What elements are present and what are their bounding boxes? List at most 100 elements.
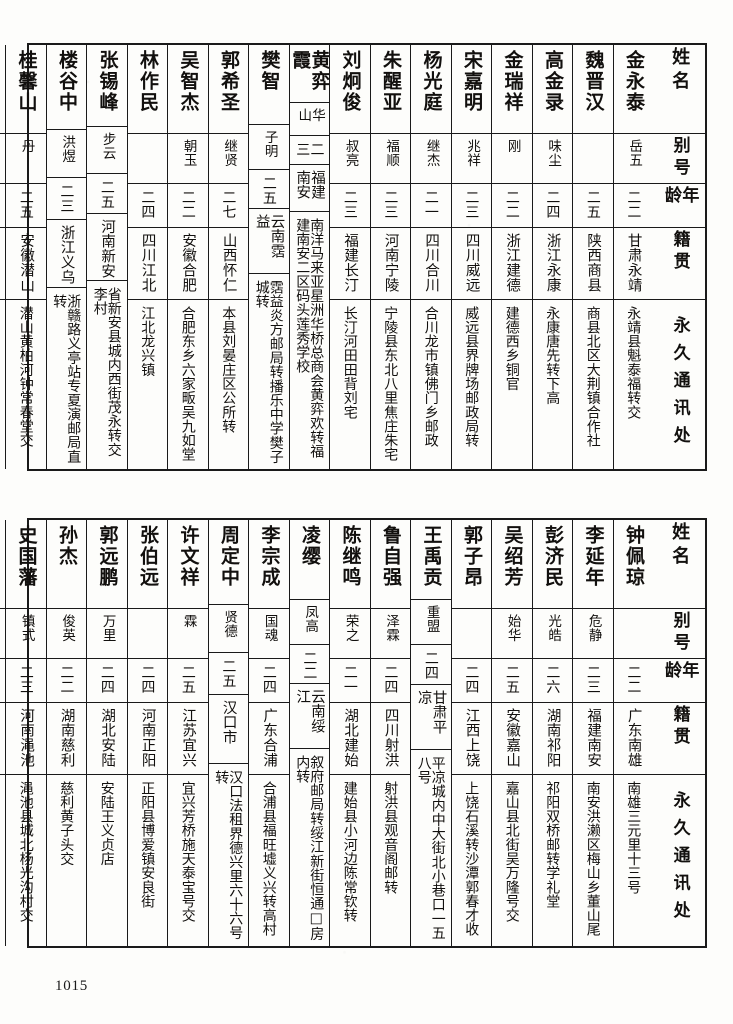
person-entry-column[interactable]: 杨光庭 继杰 二一 四川合川 合川龙市镇佛门乡邮政 xyxy=(410,45,451,469)
cell-name-text: 宋嘉明 xyxy=(460,50,483,113)
person-entry-column[interactable]: 周定中 贤德 二五 汉口市 汉口法租界德兴里六十六号转 xyxy=(207,520,248,946)
cell-native: 云南霑益 xyxy=(249,208,289,273)
cell-address: 黄冈但店黄家塆陈家河交 xyxy=(0,299,5,469)
cell-address-text: 长汀河田田背刘宅 xyxy=(341,306,358,420)
cell-name-text: 张锡峰 xyxy=(96,50,119,113)
cell-age-text: 二二 xyxy=(179,190,196,220)
cell-address-text: 汉口法租界德兴里六十六号转 xyxy=(213,770,244,941)
cell-age-text: 二五 xyxy=(98,179,115,209)
cell-address-text: 合肥东乡六家畈吴九如堂 xyxy=(179,306,196,462)
cell-alias: 镇式 xyxy=(6,608,46,658)
cell-address-text: 浙赣路义亭站专夏演邮局直转 xyxy=(51,294,82,464)
cell-alias: 刚 xyxy=(492,133,532,183)
person-entry-column[interactable]: 凌缨 凤高 二二 云南绥江 叙府邮局转绥江新街恒通□房内转 xyxy=(288,520,329,946)
person-entry-column[interactable]: 高金录 味尘 二四 浙江永康 永康唐先转下高 xyxy=(531,45,573,469)
person-entry-column[interactable]: 郭希圣 继贤 二七 山西怀仁 本县刘晏庄区公所转 xyxy=(207,45,248,469)
person-entry-column[interactable]: 吴绍芳 始华 二五 安徽嘉山 嘉山县北街吴万隆号交 xyxy=(491,520,532,946)
cell-alias-text: 俊英 xyxy=(59,614,76,643)
person-entry-column[interactable]: 鲁自强 泽霖 二四 四川射洪 射洪县观音阁邮转 xyxy=(369,520,410,946)
cell-age: 二四 xyxy=(87,658,127,702)
cell-address-text: 祁阳双桥邮转学礼堂 xyxy=(544,781,561,909)
cell-native: 河南渑池 xyxy=(6,702,46,774)
person-entry-column[interactable]: 魏晋汉 二五 陕西商县 商县北区大荆镇合作社 xyxy=(572,45,613,469)
cell-age: 二五 xyxy=(249,168,289,209)
cell-name: 高金录 xyxy=(533,45,573,133)
person-entry-column[interactable]: 陈继鸣 荣之 二一 湖北建始 建始县小河边陈常钦转 xyxy=(329,520,370,946)
person-entry-column[interactable]: 张伯远 二四 河南正阳 正阳县博爱镇安良街 xyxy=(126,520,168,946)
cell-name: 彭济民 xyxy=(533,520,573,608)
person-entry-column[interactable]: 桂馨山丹二五 安徽潜山 潜山黄柏河钟常春堂交 xyxy=(5,45,46,469)
cell-address-text: 威远县界牌场邮政局转 xyxy=(463,306,480,448)
cell-age-text: 二五 xyxy=(584,190,601,220)
cell-address-text: 嘉山县北街吴万隆号交 xyxy=(503,781,520,923)
cell-alias: 泽霖 xyxy=(370,608,410,658)
row-label-address: 永久通讯处 xyxy=(653,299,705,469)
cell-alias: 步云 xyxy=(87,126,127,172)
person-entry-column[interactable]: 余隽诚溍二四安徽繁昌繁昌六十沟镇 xyxy=(0,520,5,946)
cell-age-text: 二一 xyxy=(341,665,358,695)
cell-name-text: 高金录 xyxy=(541,50,564,113)
cell-native-text: 甘肃永靖 xyxy=(625,233,642,293)
cell-age: 二五 xyxy=(6,183,46,227)
person-entry-column[interactable]: 陈光耀昕二四湖北黄冈黄冈但店黄家塆陈家河交 xyxy=(0,45,5,469)
person-entry-column[interactable]: 史国藩 镇式 二三 河南渑池 渑池县城北杨光沟村交 xyxy=(5,520,46,946)
cell-native: 浙江建德 xyxy=(492,227,532,299)
cell-name-text: 王禹贡 xyxy=(420,525,443,588)
cell-alias: 凤高 xyxy=(289,598,329,644)
cell-address: 浙赣路义亭站专夏演邮局直转 xyxy=(46,287,86,469)
cell-address: 永康唐先转下高 xyxy=(532,299,572,469)
person-entry-column[interactable]: 郭远鹏 万里 二四 湖北安陆 安陆王义贞店 xyxy=(86,520,127,946)
person-entry-column[interactable]: 许文祥霖二五 江苏宜兴 宜兴芳桥施天泰宝号交 xyxy=(167,520,208,946)
cell-alias-text: 福顺 xyxy=(383,139,400,168)
cell-age: 二三 xyxy=(370,183,410,227)
person-entry-column[interactable]: 刘炯俊 叔亮 二三 福建长汀 长汀河田田背刘宅 xyxy=(329,45,370,469)
cell-native: 四川江北 xyxy=(127,227,167,299)
person-entry-column[interactable]: 樊智 子明 二五 云南霑益 霑益炎方邮局转播乐中学樊子城转 xyxy=(248,45,289,469)
cell-age-text: 二五 xyxy=(260,175,277,206)
cell-age-text: 二四 xyxy=(139,665,156,695)
cell-age-text: 二三 xyxy=(58,183,75,213)
cell-address: 南洋马来亚星洲华桥总商会黄弈欢转福建南安二区码头莲秀学校 xyxy=(289,210,329,469)
cell-alias: 继杰 xyxy=(411,133,451,183)
person-entry-column[interactable]: 钟佩琼 二二 广东南雄 南雄三元里十三号 xyxy=(612,520,653,946)
cell-alias-text: 贤德 xyxy=(221,610,238,639)
cell-name-text: 杨光庭 xyxy=(420,50,443,113)
cell-native: 山西怀仁 xyxy=(208,227,248,299)
person-entry-column[interactable]: 张锡峰 步云 二五 河南新安 省新安县城内西街茂永转交李村 xyxy=(86,45,127,469)
cell-alias: 子明 xyxy=(249,123,289,169)
person-entry-column[interactable]: 李宗成 国魂 二四 广东合浦 合浦县福旺墟义兴转高村 xyxy=(248,520,289,946)
cell-name-text: 钟佩琼 xyxy=(622,525,645,588)
person-entry-column[interactable]: 林作民 二四 四川江北 江北龙兴镇 xyxy=(126,45,167,469)
cell-native-text: 陕西商县 xyxy=(585,233,602,293)
person-entry-column[interactable]: 朱醒亚 福顺 二三 河南宁陵 宁陵县东北八里焦庄朱宅 xyxy=(369,45,410,469)
cell-name: 张锡峰 xyxy=(87,45,127,126)
person-entry-column[interactable]: 宋嘉明 兆祥 二三 四川威远 威远县界牌场邮政局转 xyxy=(450,45,491,469)
cell-address: 省新安县城内西街茂永转交李村 xyxy=(87,279,127,469)
person-entry-column[interactable]: 黄弈霞 华山 二三 福建南安 南洋马来亚星洲华桥总商会黄弈欢转福建南安二区码头莲秀学校 xyxy=(288,45,329,469)
cell-address-text: 商县北区大荆镇合作社 xyxy=(584,306,601,448)
cell-alias-text: 子明 xyxy=(261,129,278,158)
person-entry-column[interactable]: 郭子昂 二四 江西上饶 上饶石溪转沙潭郭春才收 xyxy=(450,520,491,946)
cell-age: 二三 xyxy=(573,658,613,702)
cell-alias-text: 岳五 xyxy=(626,139,643,168)
row-label-age: 年龄 xyxy=(653,658,705,702)
person-entry-column[interactable]: 吴智杰 朝玉 二二 安徽合肥 合肥东乡六家畈吴九如堂 xyxy=(167,45,208,469)
cell-address-text: 叙府邮局转绥江新街恒通□房内转 xyxy=(294,755,325,941)
person-entry-column[interactable]: 孙杰 俊英 二二 湖南慈利 慈利黄子头交 xyxy=(45,520,86,946)
cell-alias-text: 刚 xyxy=(504,139,521,154)
cell-native: 湖北黄冈 xyxy=(0,227,5,299)
cell-alias-text: 万里 xyxy=(99,614,116,643)
cell-native-text: 四川威远 xyxy=(463,233,480,293)
cell-alias-text: 霖 xyxy=(180,614,197,629)
person-entry-column[interactable]: 王禹贡 重盟 二四 甘肃平凉 平凉城内中大街北小巷口一五八号 xyxy=(410,520,451,946)
cell-alias-text: 继杰 xyxy=(423,139,440,168)
person-entry-column[interactable]: 楼谷中 洪煜 二三 浙江义乌 浙赣路义亭站专夏演邮局直转 xyxy=(45,45,86,469)
person-entry-column[interactable]: 彭济民 光皓 二六 湖南祁阳 祁阳双桥邮转学礼堂 xyxy=(531,520,573,946)
person-entry-column[interactable]: 金永泰 岳五 二二 甘肃永靖 永靖县魁泰福转交 xyxy=(612,45,653,469)
cell-age: 二七 xyxy=(208,183,248,227)
person-entry-column[interactable]: 金瑞祥刚二二 浙江建德 建德西乡铜官 xyxy=(491,45,532,469)
cell-age-text: 二四 xyxy=(260,665,277,695)
cell-address: 安陆王义贞店 xyxy=(87,774,127,946)
cell-name: 张伯远 xyxy=(128,520,168,608)
person-entry-column[interactable]: 李延年 危静 二三 福建南安 南安洪濑区梅山乡董山尾 xyxy=(572,520,613,946)
